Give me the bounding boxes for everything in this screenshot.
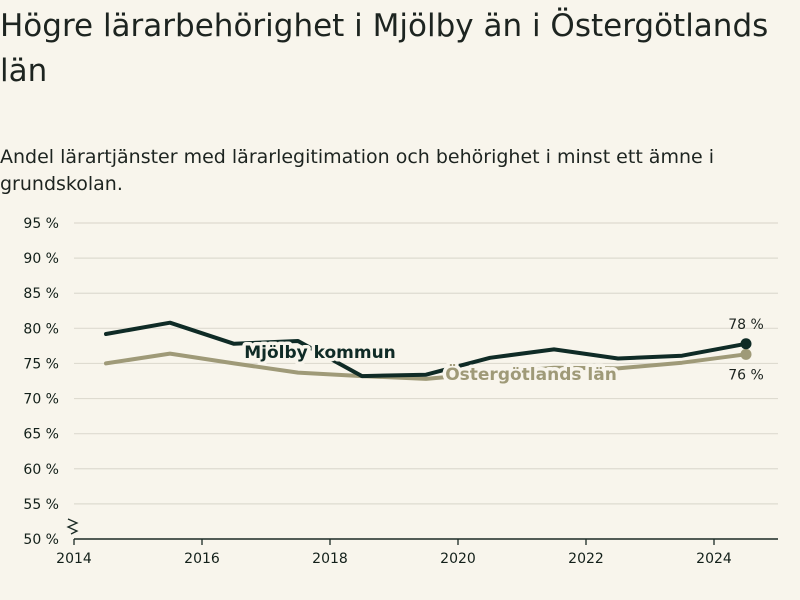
x-axis [65,517,778,540]
x-tick-label: 2020 [440,551,476,567]
y-tick-label: 50 % [23,532,59,548]
series-name-label: Östergötlands län [445,363,617,385]
series-end-point [740,338,752,350]
axis-break-mask [65,517,79,535]
x-tick-label: 2014 [56,551,92,567]
y-tick-label: 90 % [23,251,59,267]
series-line-ostergotland [104,351,748,381]
series-name-label: Mjölby kommun [244,343,396,363]
x-axis-ticks: 2014 2016 2018 2020 2022 2024 [56,539,732,567]
end-value-label: 78 % [728,317,764,333]
chart-subtitle: Andel lärartjänster med lärarlegitimatio… [0,146,715,195]
series-end-point [740,348,752,360]
x-tick-label: 2018 [312,551,348,567]
y-tick-label: 80 % [23,321,59,337]
x-tick-label: 2024 [696,551,732,567]
chart-title: Högre lärarbehörighet i Mjölby än i Öste… [0,8,769,89]
y-tick-label: 70 % [23,392,59,408]
line-chart: 95 % 90 % 85 % 80 % 75 % 70 % 65 % 60 % 55 % 50 %… [23,216,778,567]
y-axis-ticks: 95 % 90 % 85 % 80 % 75 % 70 % 65 % 60 % 55 % 50 % [23,216,59,548]
x-tick-label: 2022 [568,551,604,567]
series-labels: 78 % 76 % Mjölby kommun Östergötlands län [241,317,764,389]
end-value-label: 76 % [728,367,764,383]
x-tick-label: 2016 [184,551,220,567]
y-tick-label: 65 % [23,427,59,443]
series-line-mjolby [104,320,748,379]
y-tick-label: 55 % [23,497,59,513]
y-tick-label: 85 % [23,286,59,302]
y-tick-label: 95 % [23,216,59,232]
axis-break-icon [66,518,79,535]
series-lines [104,320,752,381]
y-tick-label: 60 % [23,462,59,478]
y-tick-label: 75 % [23,356,59,372]
